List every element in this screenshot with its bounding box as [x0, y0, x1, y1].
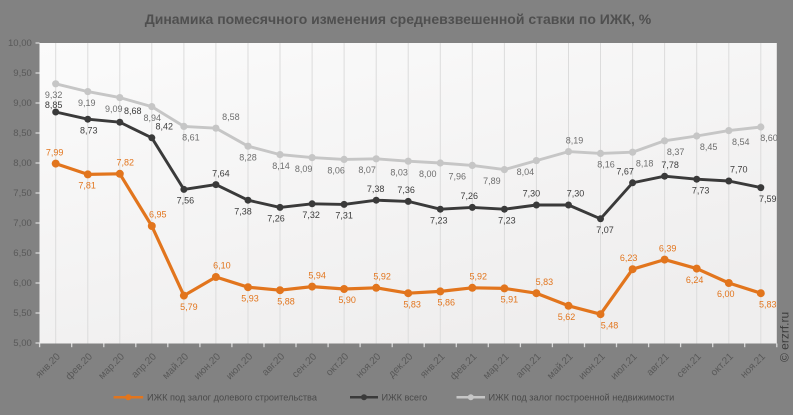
svg-text:7,67: 7,67 — [616, 167, 634, 177]
svg-text:5,62: 5,62 — [558, 312, 576, 322]
svg-text:7,78: 7,78 — [661, 160, 679, 170]
svg-text:8,85: 8,85 — [45, 100, 63, 110]
svg-text:8,09: 8,09 — [295, 164, 313, 174]
svg-text:5,83: 5,83 — [759, 299, 777, 309]
svg-text:5,86: 5,86 — [438, 298, 456, 308]
svg-text:8,94: 8,94 — [144, 113, 162, 123]
svg-text:7,00: 7,00 — [13, 218, 32, 229]
svg-text:7,50: 7,50 — [13, 188, 32, 199]
svg-text:5,83: 5,83 — [536, 277, 554, 287]
svg-text:8,03: 8,03 — [390, 167, 408, 177]
svg-text:7,64: 7,64 — [212, 168, 230, 178]
svg-text:8,45: 8,45 — [700, 142, 718, 152]
svg-text:7,30: 7,30 — [523, 189, 541, 199]
svg-text:8,00: 8,00 — [13, 158, 32, 169]
svg-text:9,00: 9,00 — [13, 98, 32, 109]
svg-text:9,09: 9,09 — [105, 104, 123, 114]
svg-text:8,60: 8,60 — [760, 133, 778, 143]
svg-text:7,31: 7,31 — [335, 211, 353, 221]
svg-text:5,92: 5,92 — [373, 272, 391, 282]
svg-text:6,39: 6,39 — [659, 243, 677, 253]
svg-text:8,73: 8,73 — [80, 125, 98, 135]
svg-text:7,99: 7,99 — [46, 147, 64, 157]
svg-text:9,32: 9,32 — [45, 90, 63, 100]
svg-text:8,14: 8,14 — [272, 161, 290, 171]
svg-text:7,96: 7,96 — [449, 172, 467, 182]
svg-text:6,23: 6,23 — [620, 253, 638, 263]
svg-text:7,23: 7,23 — [430, 215, 448, 225]
svg-text:5,93: 5,93 — [241, 293, 259, 303]
svg-text:8,28: 8,28 — [239, 152, 257, 162]
svg-text:8,68: 8,68 — [124, 106, 142, 116]
svg-text:5,88: 5,88 — [277, 296, 295, 306]
svg-text:7,81: 7,81 — [78, 181, 96, 191]
svg-text:7,59: 7,59 — [759, 194, 777, 204]
svg-text:5,79: 5,79 — [180, 302, 198, 312]
svg-text:5,48: 5,48 — [601, 320, 619, 330]
svg-text:8,19: 8,19 — [566, 135, 584, 145]
svg-text:7,30: 7,30 — [567, 189, 585, 199]
svg-text:6,50: 6,50 — [13, 248, 32, 259]
svg-text:8,42: 8,42 — [156, 122, 174, 132]
svg-text:7,73: 7,73 — [692, 185, 710, 195]
svg-text:5,92: 5,92 — [470, 272, 488, 282]
svg-text:8,54: 8,54 — [732, 137, 750, 147]
svg-text:7,38: 7,38 — [367, 184, 385, 194]
svg-text:ИЖК под залог долевого строите: ИЖК под залог долевого строительства — [147, 393, 318, 403]
svg-text:8,04: 8,04 — [517, 167, 535, 177]
svg-text:7,07: 7,07 — [596, 225, 614, 235]
svg-text:6,95: 6,95 — [149, 210, 167, 220]
svg-text:5,90: 5,90 — [338, 295, 356, 305]
svg-text:8,50: 8,50 — [13, 128, 32, 139]
svg-text:9,50: 9,50 — [13, 68, 32, 79]
svg-text:6,10: 6,10 — [213, 261, 231, 271]
svg-text:7,26: 7,26 — [267, 214, 285, 224]
svg-text:7,23: 7,23 — [498, 215, 516, 225]
svg-text:8,06: 8,06 — [327, 166, 345, 176]
svg-text:7,70: 7,70 — [730, 165, 748, 175]
svg-text:8,18: 8,18 — [636, 158, 654, 168]
svg-text:5,94: 5,94 — [308, 270, 326, 280]
svg-text:7,26: 7,26 — [461, 191, 479, 201]
svg-text:5,00: 5,00 — [13, 338, 32, 349]
svg-text:8,07: 8,07 — [358, 165, 376, 175]
svg-text:8,37: 8,37 — [667, 147, 685, 157]
svg-text:8,61: 8,61 — [182, 133, 200, 143]
svg-text:6,00: 6,00 — [717, 289, 735, 299]
svg-text:7,89: 7,89 — [483, 176, 501, 186]
svg-text:© erzrf.ru: © erzrf.ru — [777, 312, 791, 362]
svg-text:7,56: 7,56 — [177, 196, 195, 206]
svg-text:ИЖК под залог построенной недв: ИЖК под залог построенной недвижимости — [489, 393, 675, 403]
svg-text:6,24: 6,24 — [686, 275, 704, 285]
svg-text:7,82: 7,82 — [117, 158, 135, 168]
svg-text:7,32: 7,32 — [302, 210, 320, 220]
svg-text:8,00: 8,00 — [419, 169, 437, 179]
svg-text:9,19: 9,19 — [78, 98, 96, 108]
svg-text:5,91: 5,91 — [501, 295, 519, 305]
svg-text:8,16: 8,16 — [597, 160, 615, 170]
svg-text:Динамика помесячного изменения: Динамика помесячного изменения средневзв… — [145, 11, 652, 27]
svg-text:6,00: 6,00 — [13, 278, 32, 289]
svg-text:5,50: 5,50 — [13, 308, 32, 319]
svg-text:ИЖК всего: ИЖК всего — [382, 393, 428, 403]
svg-text:5,83: 5,83 — [403, 299, 421, 309]
svg-text:7,38: 7,38 — [234, 206, 252, 216]
svg-text:7,36: 7,36 — [397, 185, 415, 195]
svg-text:10,00: 10,00 — [8, 38, 32, 49]
svg-text:8,58: 8,58 — [222, 112, 240, 122]
